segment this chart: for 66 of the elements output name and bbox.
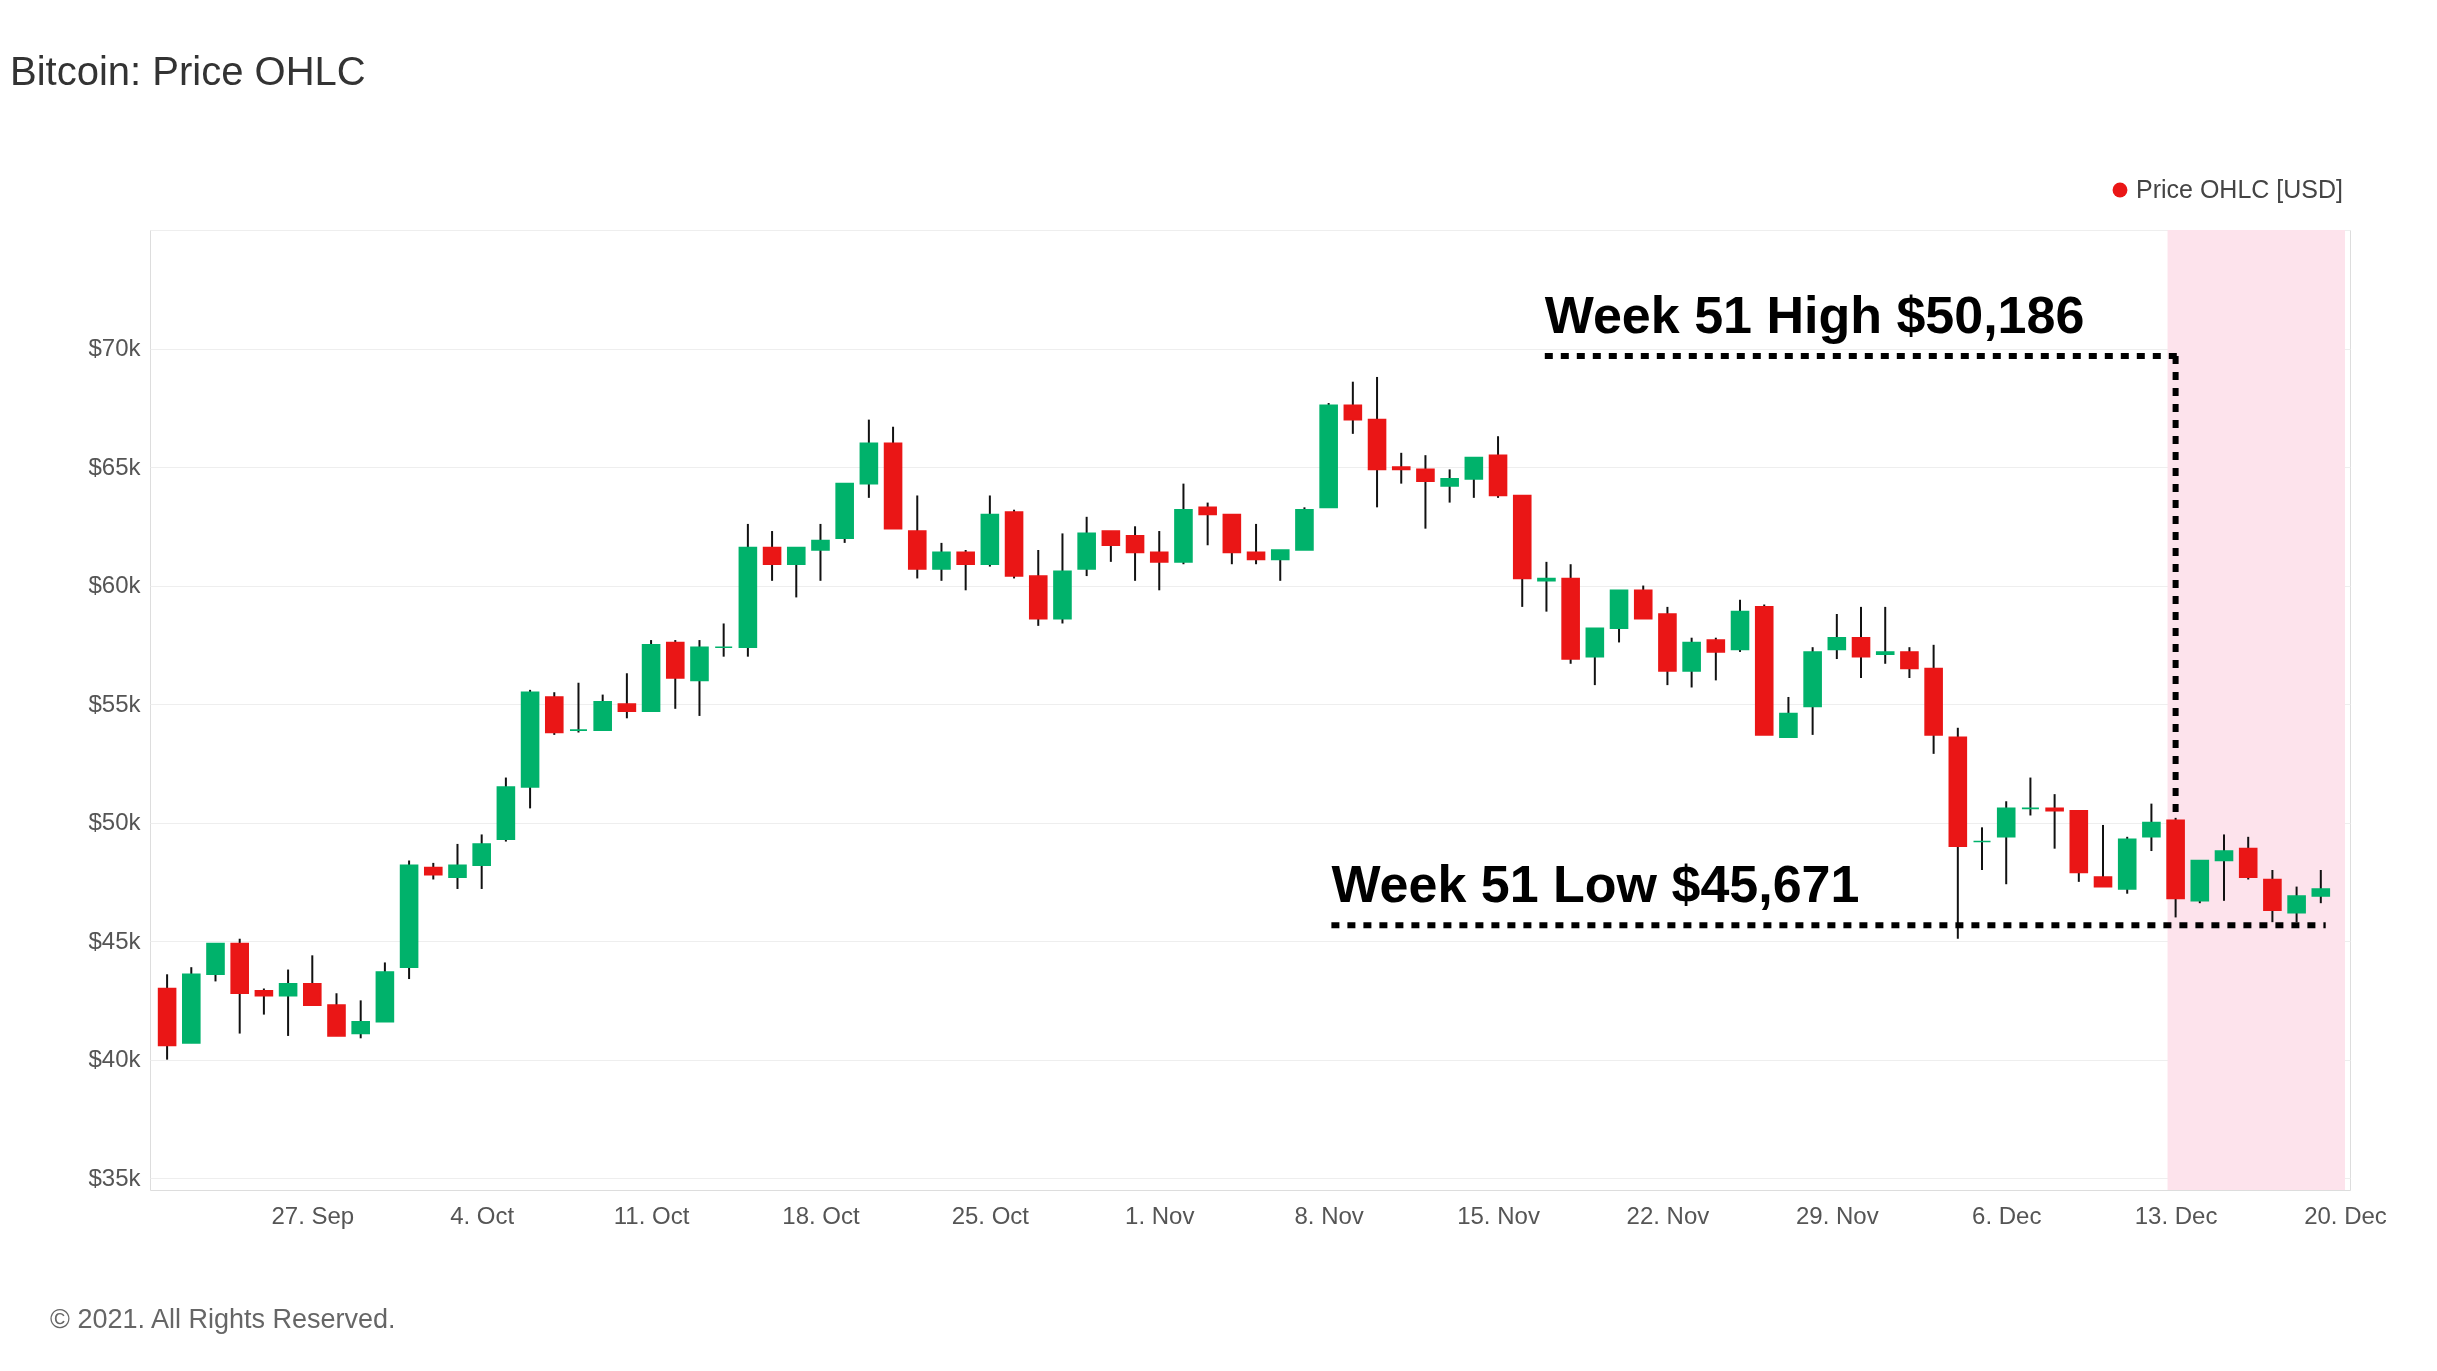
candlestick xyxy=(448,842,467,890)
candlestick xyxy=(569,681,588,734)
candlestick xyxy=(1270,549,1290,582)
candlestick xyxy=(1900,646,1919,679)
candlestick xyxy=(351,999,370,1040)
x-tick-label: 22. Nov xyxy=(1626,1201,1710,1229)
x-tick-label: 20. Dec xyxy=(2304,1201,2387,1229)
candlestick xyxy=(617,672,637,720)
x-tick-label: 13. Dec xyxy=(2134,1201,2218,1229)
x-tick-label: 4. Oct xyxy=(450,1201,515,1229)
candlestick xyxy=(1416,454,1435,530)
chart-title: Bitcoin: Price OHLC xyxy=(10,49,366,93)
candlestick xyxy=(786,546,806,599)
candlestick xyxy=(762,530,782,582)
candlestick xyxy=(956,549,975,592)
candlestick xyxy=(302,954,322,1007)
candlestick xyxy=(254,987,274,1016)
x-tick-label: 6. Dec xyxy=(1972,1201,2042,1229)
x-tick-label: 1. Nov xyxy=(1125,1201,1195,1229)
candlestick xyxy=(278,968,298,1037)
candlestick xyxy=(1972,826,1992,871)
candlestick xyxy=(1706,636,1726,682)
x-tick-label: 15. Nov xyxy=(1457,1201,1540,1229)
legend-label: Price OHLC [USD] xyxy=(2136,175,2343,203)
x-tick-label: 27. Sep xyxy=(271,1201,355,1229)
x-tick-label: 18. Oct xyxy=(782,1201,860,1229)
candlestick xyxy=(1246,522,1266,566)
candlestick xyxy=(2093,823,2113,888)
y-tick-label: $40k xyxy=(88,1045,142,1073)
candlestick xyxy=(1779,695,1798,739)
candlestick xyxy=(932,541,951,582)
candlestick xyxy=(1101,530,1121,563)
y-tick-label: $45k xyxy=(88,926,142,954)
text: © 2021. All Rights Reserved. xyxy=(50,1304,396,1334)
y-tick-label: $50k xyxy=(88,808,142,836)
y-tick-label: $60k xyxy=(88,571,142,599)
candlestick xyxy=(1851,605,1871,679)
candlestick xyxy=(1464,456,1484,499)
candlestick xyxy=(1391,451,1411,485)
candlestick xyxy=(1149,530,1169,592)
ref-line-label: Week 51 Low $45,671 xyxy=(1331,855,1860,914)
candlestick xyxy=(2045,793,2064,850)
y-tick-label: $55k xyxy=(88,689,142,717)
candlestick xyxy=(2214,833,2234,902)
candlestick xyxy=(1827,613,1847,661)
y-tick-label: $35k xyxy=(88,1163,142,1191)
candlestick xyxy=(2287,885,2306,924)
candlestick xyxy=(2021,776,2040,817)
candlestick xyxy=(472,833,491,890)
x-tick-label: 11. Oct xyxy=(613,1201,690,1229)
candlestick xyxy=(1198,501,1217,547)
candlestick xyxy=(1537,560,1556,613)
annotation: Week 51 High $50,186 xyxy=(1544,286,2085,344)
candlestick xyxy=(1440,468,1459,504)
candlestick xyxy=(1343,380,1363,435)
candlestick xyxy=(1125,525,1145,582)
x-tick-label: 8. Nov xyxy=(1294,1201,1364,1229)
candlestick xyxy=(2311,869,2331,905)
candlestick xyxy=(2142,802,2161,853)
candlestick xyxy=(714,622,733,658)
candlestick xyxy=(1875,605,1895,665)
y-tick-label: $70k xyxy=(88,334,142,362)
y-tick-label: $65k xyxy=(88,452,142,480)
x-tick-label: 25. Oct xyxy=(951,1201,1030,1229)
x-tick-label: 29. Nov xyxy=(1795,1201,1879,1229)
candlestick xyxy=(811,522,830,582)
